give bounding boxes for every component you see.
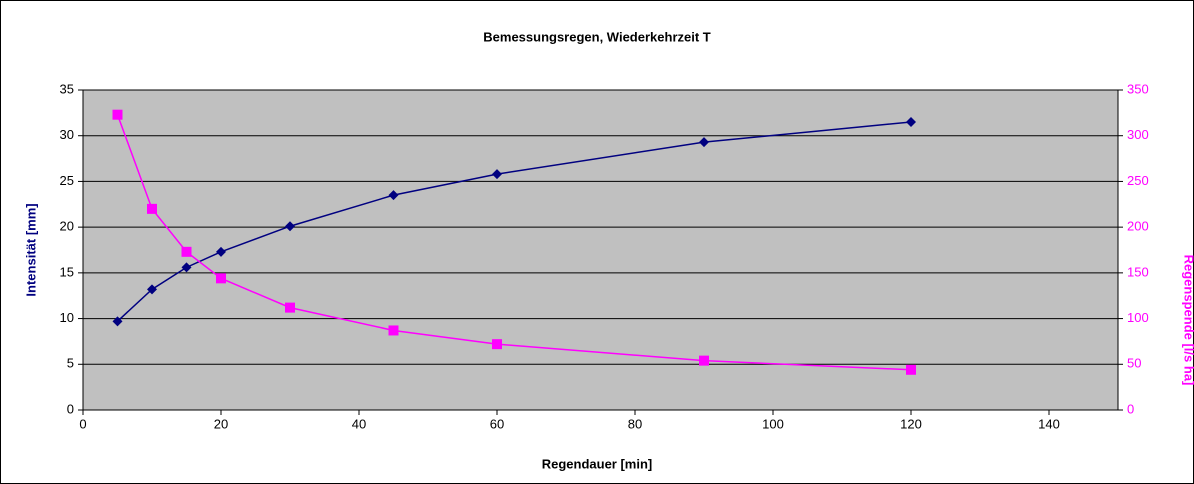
y-tick-label: 35 [60, 81, 74, 96]
x-axis-label: Regendauer [min] [542, 456, 653, 471]
x-tick-label: 40 [352, 416, 366, 431]
y2-tick-label: 150 [1127, 264, 1149, 279]
x-tick-label: 20 [214, 416, 228, 431]
y2-axis-label: Regenspende [l/s ha] [1182, 255, 1194, 386]
marker [699, 137, 709, 148]
marker [216, 273, 226, 284]
y-tick-label: 5 [67, 356, 74, 371]
y2-tick-label: 50 [1127, 356, 1141, 371]
marker [181, 246, 192, 257]
marker [699, 355, 709, 366]
y2-tick-label: 200 [1127, 219, 1149, 234]
marker [285, 302, 295, 313]
x-tick-label: 60 [490, 416, 504, 431]
x-tick-label: 140 [1038, 416, 1060, 431]
y2-tick-label: 250 [1127, 173, 1149, 188]
marker [388, 325, 399, 336]
y2-tick-label: 350 [1127, 81, 1149, 96]
y-tick-label: 10 [60, 310, 74, 325]
marker [492, 339, 502, 350]
marker [906, 364, 916, 375]
x-tick-label: 0 [79, 416, 86, 431]
y-axis-label: Intensität [mm] [23, 203, 38, 296]
x-tick-label: 80 [628, 416, 642, 431]
marker [285, 221, 295, 232]
marker [388, 190, 399, 201]
y2-tick-label: 100 [1127, 310, 1149, 325]
marker [216, 246, 226, 257]
marker [112, 109, 123, 120]
marker [906, 117, 916, 127]
marker [147, 284, 157, 295]
x-tick-label: 120 [900, 416, 922, 431]
chart-title: Bemessungsregen, Wiederkehrzeit T [483, 29, 711, 44]
plot-area [82, 89, 1119, 411]
y-tick-label: 30 [60, 127, 74, 142]
y2-tick-label: 300 [1127, 127, 1149, 142]
y-tick-label: 15 [60, 264, 74, 279]
marker [492, 169, 502, 180]
marker [112, 316, 123, 327]
y-tick-label: 0 [67, 401, 74, 416]
x-tick-label: 100 [762, 416, 784, 431]
y-tick-label: 25 [60, 173, 74, 188]
marker [181, 262, 192, 273]
y2-tick-label: 0 [1127, 401, 1134, 416]
marker [147, 203, 157, 214]
y-tick-label: 20 [60, 219, 74, 234]
